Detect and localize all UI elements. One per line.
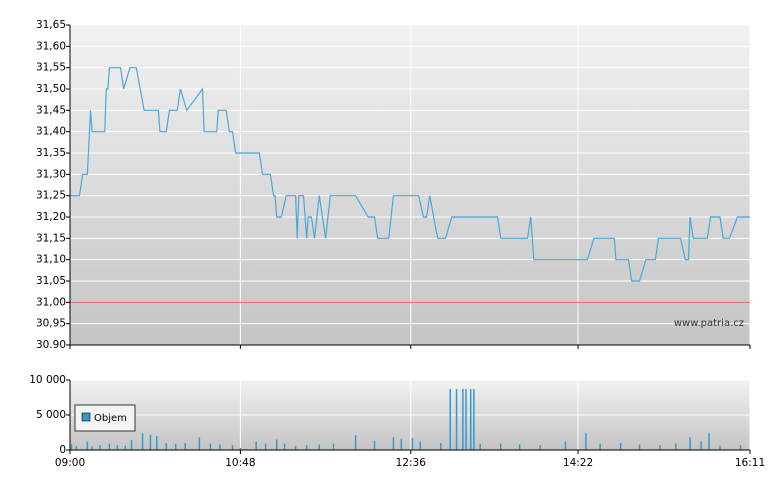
volume-bar [116, 445, 119, 450]
volume-bar [469, 389, 472, 450]
volume-bar [449, 389, 451, 450]
x-tick-label: 16:11 [735, 457, 765, 469]
volume-bar [659, 445, 661, 450]
y-tick-label: 31,35 [36, 147, 66, 159]
volume-bar [585, 433, 587, 450]
y-tick-label: 31,05 [36, 275, 66, 287]
volume-bar [599, 443, 601, 450]
volume-bar [419, 441, 422, 450]
volume-bar [198, 437, 201, 450]
volume-bar [619, 443, 622, 450]
volume-bar [294, 445, 297, 450]
volume-bar [184, 443, 186, 450]
volume-bar [455, 389, 458, 450]
legend-label: Objem [94, 413, 127, 424]
volume-bar [209, 443, 212, 450]
watermark: www.patria.cz [674, 318, 744, 329]
y-tick-label: 31,65 [36, 19, 66, 31]
y-tick-label: 10 000 [29, 374, 66, 386]
volume-bar [675, 443, 677, 450]
volume-bar [130, 440, 133, 450]
volume-bar [708, 433, 710, 450]
volume-bar [373, 440, 376, 450]
volume-bar [108, 443, 111, 450]
y-tick-label: 31,45 [36, 104, 66, 116]
volume-bar [86, 441, 89, 450]
volume-bar [518, 444, 521, 450]
y-tick-label: 0 [59, 444, 66, 456]
volume-bar [638, 444, 641, 450]
volume-bar [400, 438, 403, 450]
y-tick-label: 31,25 [36, 190, 66, 202]
volume-bar [689, 437, 691, 450]
y-tick-label: 31,50 [36, 83, 66, 95]
y-tick-label: 31,55 [36, 62, 66, 74]
legend: Objem [74, 404, 136, 432]
y-tick-label: 31,30 [36, 168, 66, 180]
y-tick-label: 31,00 [36, 296, 66, 308]
volume-bar [283, 443, 286, 450]
x-tick-label: 12:36 [396, 457, 427, 469]
volume-bar [440, 443, 442, 450]
x-tick-label: 09:00 [55, 457, 85, 469]
volume-bar [156, 436, 158, 450]
volume-bar [719, 445, 721, 450]
volume-bar [124, 445, 126, 450]
y-tick-label: 30.90 [36, 339, 66, 351]
volume-bar [219, 444, 221, 450]
price-plot-area [70, 25, 750, 345]
y-tick-label: 31,15 [36, 232, 66, 244]
volume-bar [165, 443, 167, 450]
y-tick-label: 31,10 [36, 254, 66, 266]
volume-bar [739, 445, 742, 450]
volume-bar [91, 446, 93, 450]
legend-swatch [81, 412, 91, 422]
y-tick-label: 31,20 [36, 211, 66, 223]
price-line [70, 67, 750, 282]
volume-bar [174, 443, 177, 450]
volume-bar [70, 444, 73, 450]
volume-bar [141, 433, 144, 450]
y-tick-label: 31,60 [36, 40, 66, 52]
volume-bar [462, 389, 464, 450]
volume-bar [465, 389, 467, 450]
volume-bar [239, 447, 242, 450]
volume-bar [473, 389, 475, 450]
volume-bar [255, 441, 257, 450]
volume-bar [75, 445, 78, 450]
volume-bar [499, 443, 502, 450]
x-tick-label: 14:22 [563, 457, 593, 469]
volume-bar [564, 441, 567, 450]
volume-bar [305, 445, 308, 450]
volume-bar [392, 437, 395, 450]
volume-bar [700, 441, 702, 450]
volume-bar [264, 443, 267, 450]
x-tick-label: 10:48 [225, 457, 255, 469]
volume-bar [411, 438, 414, 450]
volume-bar [332, 443, 335, 450]
volume-bar [149, 434, 152, 450]
y-tick-label: 31,40 [36, 126, 66, 138]
volume-bar [99, 445, 101, 450]
volume-bar [231, 445, 234, 450]
y-tick-label: 5 000 [36, 409, 66, 421]
volume-bar [539, 445, 541, 450]
y-tick-label: 30,95 [36, 318, 66, 330]
volume-bar [275, 439, 278, 450]
volume-bar [354, 435, 357, 450]
volume-bar [479, 443, 481, 450]
volume-bar [318, 444, 321, 450]
